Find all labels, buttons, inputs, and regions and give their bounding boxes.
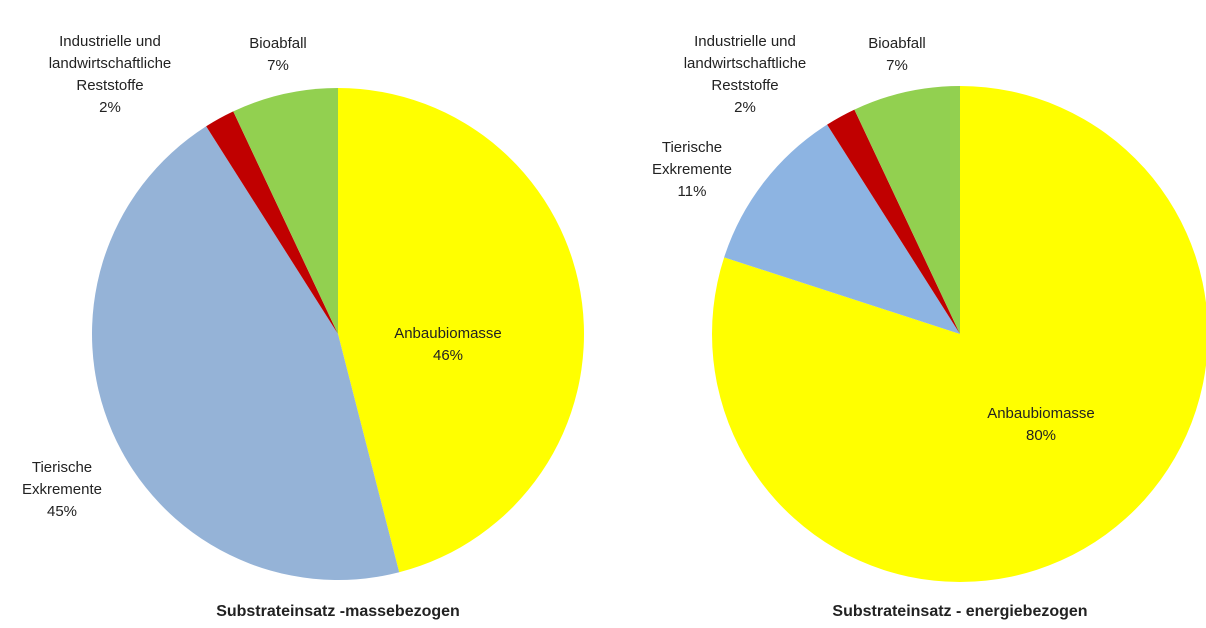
slice-label: Tierische Exkremente [652,139,732,178]
slice-label: Tierische Exkremente [22,459,102,498]
slice-value-label: 80% [1026,427,1056,444]
slice-value-label: 11% [678,183,707,200]
chart-title: Substrateinsatz - energiebezogen [832,603,1087,620]
slice-value-label: 45% [47,503,77,520]
slice-label: Industrielle und landwirtschaftliche Rests… [684,33,807,94]
slice-value-label: 7% [886,57,908,74]
pie-slice [854,86,960,334]
pie-slice [338,88,585,573]
pie-slice [92,126,400,580]
pie-slice [233,88,338,334]
chart-title: Substrateinsatz -massebezogen [216,603,460,620]
slice-label: Bioabfall [868,35,926,52]
slice-label: Anbaubiomasse [987,405,1095,422]
pie-slice [206,111,338,335]
slice-value-label: 7% [267,57,289,74]
slice-label: Bioabfall [249,35,307,52]
slice-label: Anbaubiomasse [394,325,502,342]
pie-slice [827,109,960,334]
slice-label: Industrielle und landwirtschaftliche Rests… [49,33,172,94]
slice-value-label: 2% [734,99,756,116]
pie-slice [724,124,960,334]
slice-value-label: 46% [433,347,463,364]
slice-value-label: 2% [99,99,121,116]
pie-slice [712,86,1206,582]
